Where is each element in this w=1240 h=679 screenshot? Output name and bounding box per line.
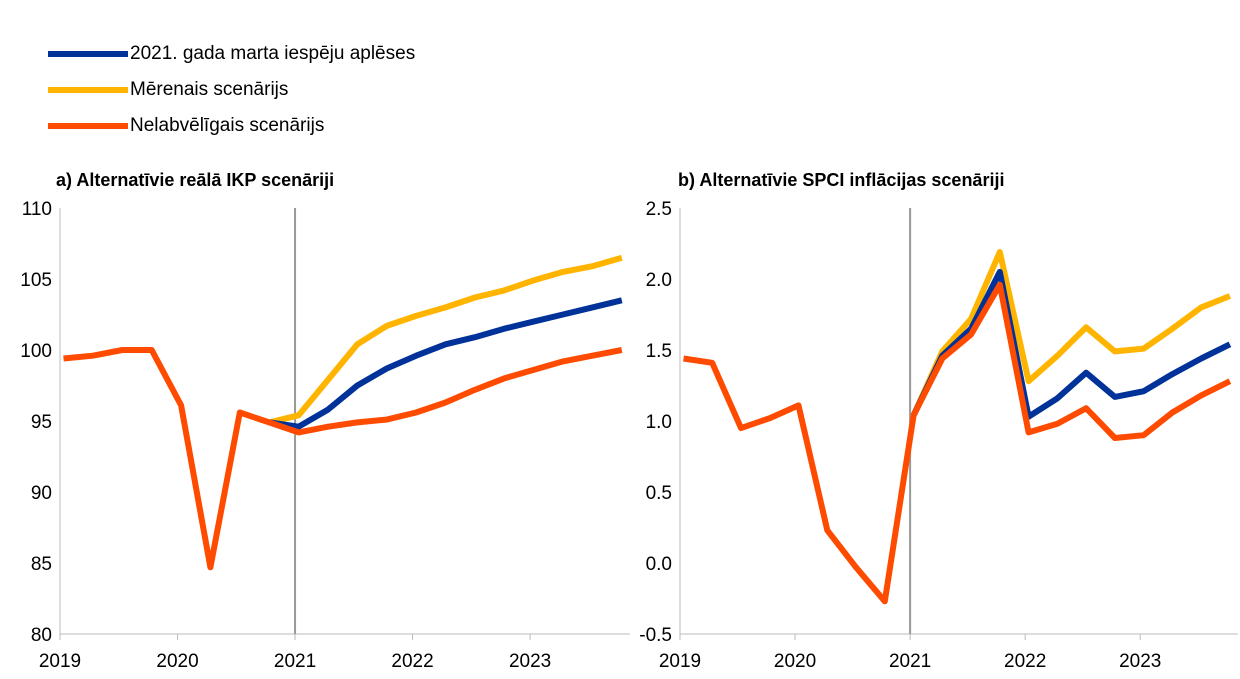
x-tick-label: 2022	[1004, 651, 1046, 672]
legend-label: Mērenais scenārijs	[130, 79, 289, 100]
y-tick-label: 105	[20, 270, 52, 291]
x-tick-label: 2021	[889, 651, 931, 672]
series-line-a-0	[63, 347, 623, 571]
y-tick-label: 2.0	[646, 270, 672, 291]
y-tick-label: 0.0	[646, 554, 672, 575]
panel-a-title: a) Alternatīvie reālā IKP scenāriji	[56, 170, 335, 190]
legend-item-mild: Mērenais scenārijs	[48, 72, 415, 108]
x-tick-label: 2021	[274, 651, 316, 672]
series-line-a-2	[268, 297, 623, 430]
x-tick-label: 2020	[156, 651, 198, 672]
legend-label: Nelabvēlīgais scenārijs	[130, 115, 325, 136]
y-tick-label: 95	[31, 412, 52, 433]
panel-b-title: b) Alternatīvie SPCI inflācijas scenārij…	[678, 170, 1005, 190]
series-line-a-1	[268, 254, 623, 426]
legend-swatch	[48, 87, 128, 93]
y-tick-label: 110	[22, 199, 52, 220]
legend-label: 2021. gada marta iespēju aplēses	[130, 43, 416, 64]
y-tick-label: 1.5	[646, 341, 672, 362]
y-tick-label: 100	[20, 341, 52, 362]
x-tick-label: 2023	[1119, 651, 1161, 672]
legend-item-baseline: 2021. gada marta iespēju aplēses	[48, 36, 415, 72]
x-tick-label: 2019	[659, 651, 701, 672]
legend-item-severe: Nelabvēlīgais scenārijs	[48, 108, 415, 144]
y-tick-label: 85	[31, 554, 52, 575]
legend-swatch	[48, 123, 128, 129]
series-line-b-0	[683, 281, 1232, 605]
y-tick-label: -0.5	[639, 625, 672, 646]
y-tick-label: 0.5	[646, 483, 672, 504]
legend-swatch	[48, 51, 128, 57]
series-line-b-1	[910, 249, 1232, 417]
series-line-b-2	[910, 268, 1232, 420]
x-tick-label: 2019	[39, 651, 81, 672]
y-tick-label: 80	[31, 625, 52, 646]
x-tick-label: 2023	[509, 651, 551, 672]
y-tick-label: 2.5	[646, 199, 672, 220]
x-tick-label: 2022	[391, 651, 433, 672]
y-tick-label: 90	[31, 483, 52, 504]
x-tick-label: 2020	[774, 651, 816, 672]
y-tick-label: 1.0	[646, 412, 672, 433]
legend: 2021. gada marta iespēju aplēses Mērenai…	[48, 36, 415, 144]
